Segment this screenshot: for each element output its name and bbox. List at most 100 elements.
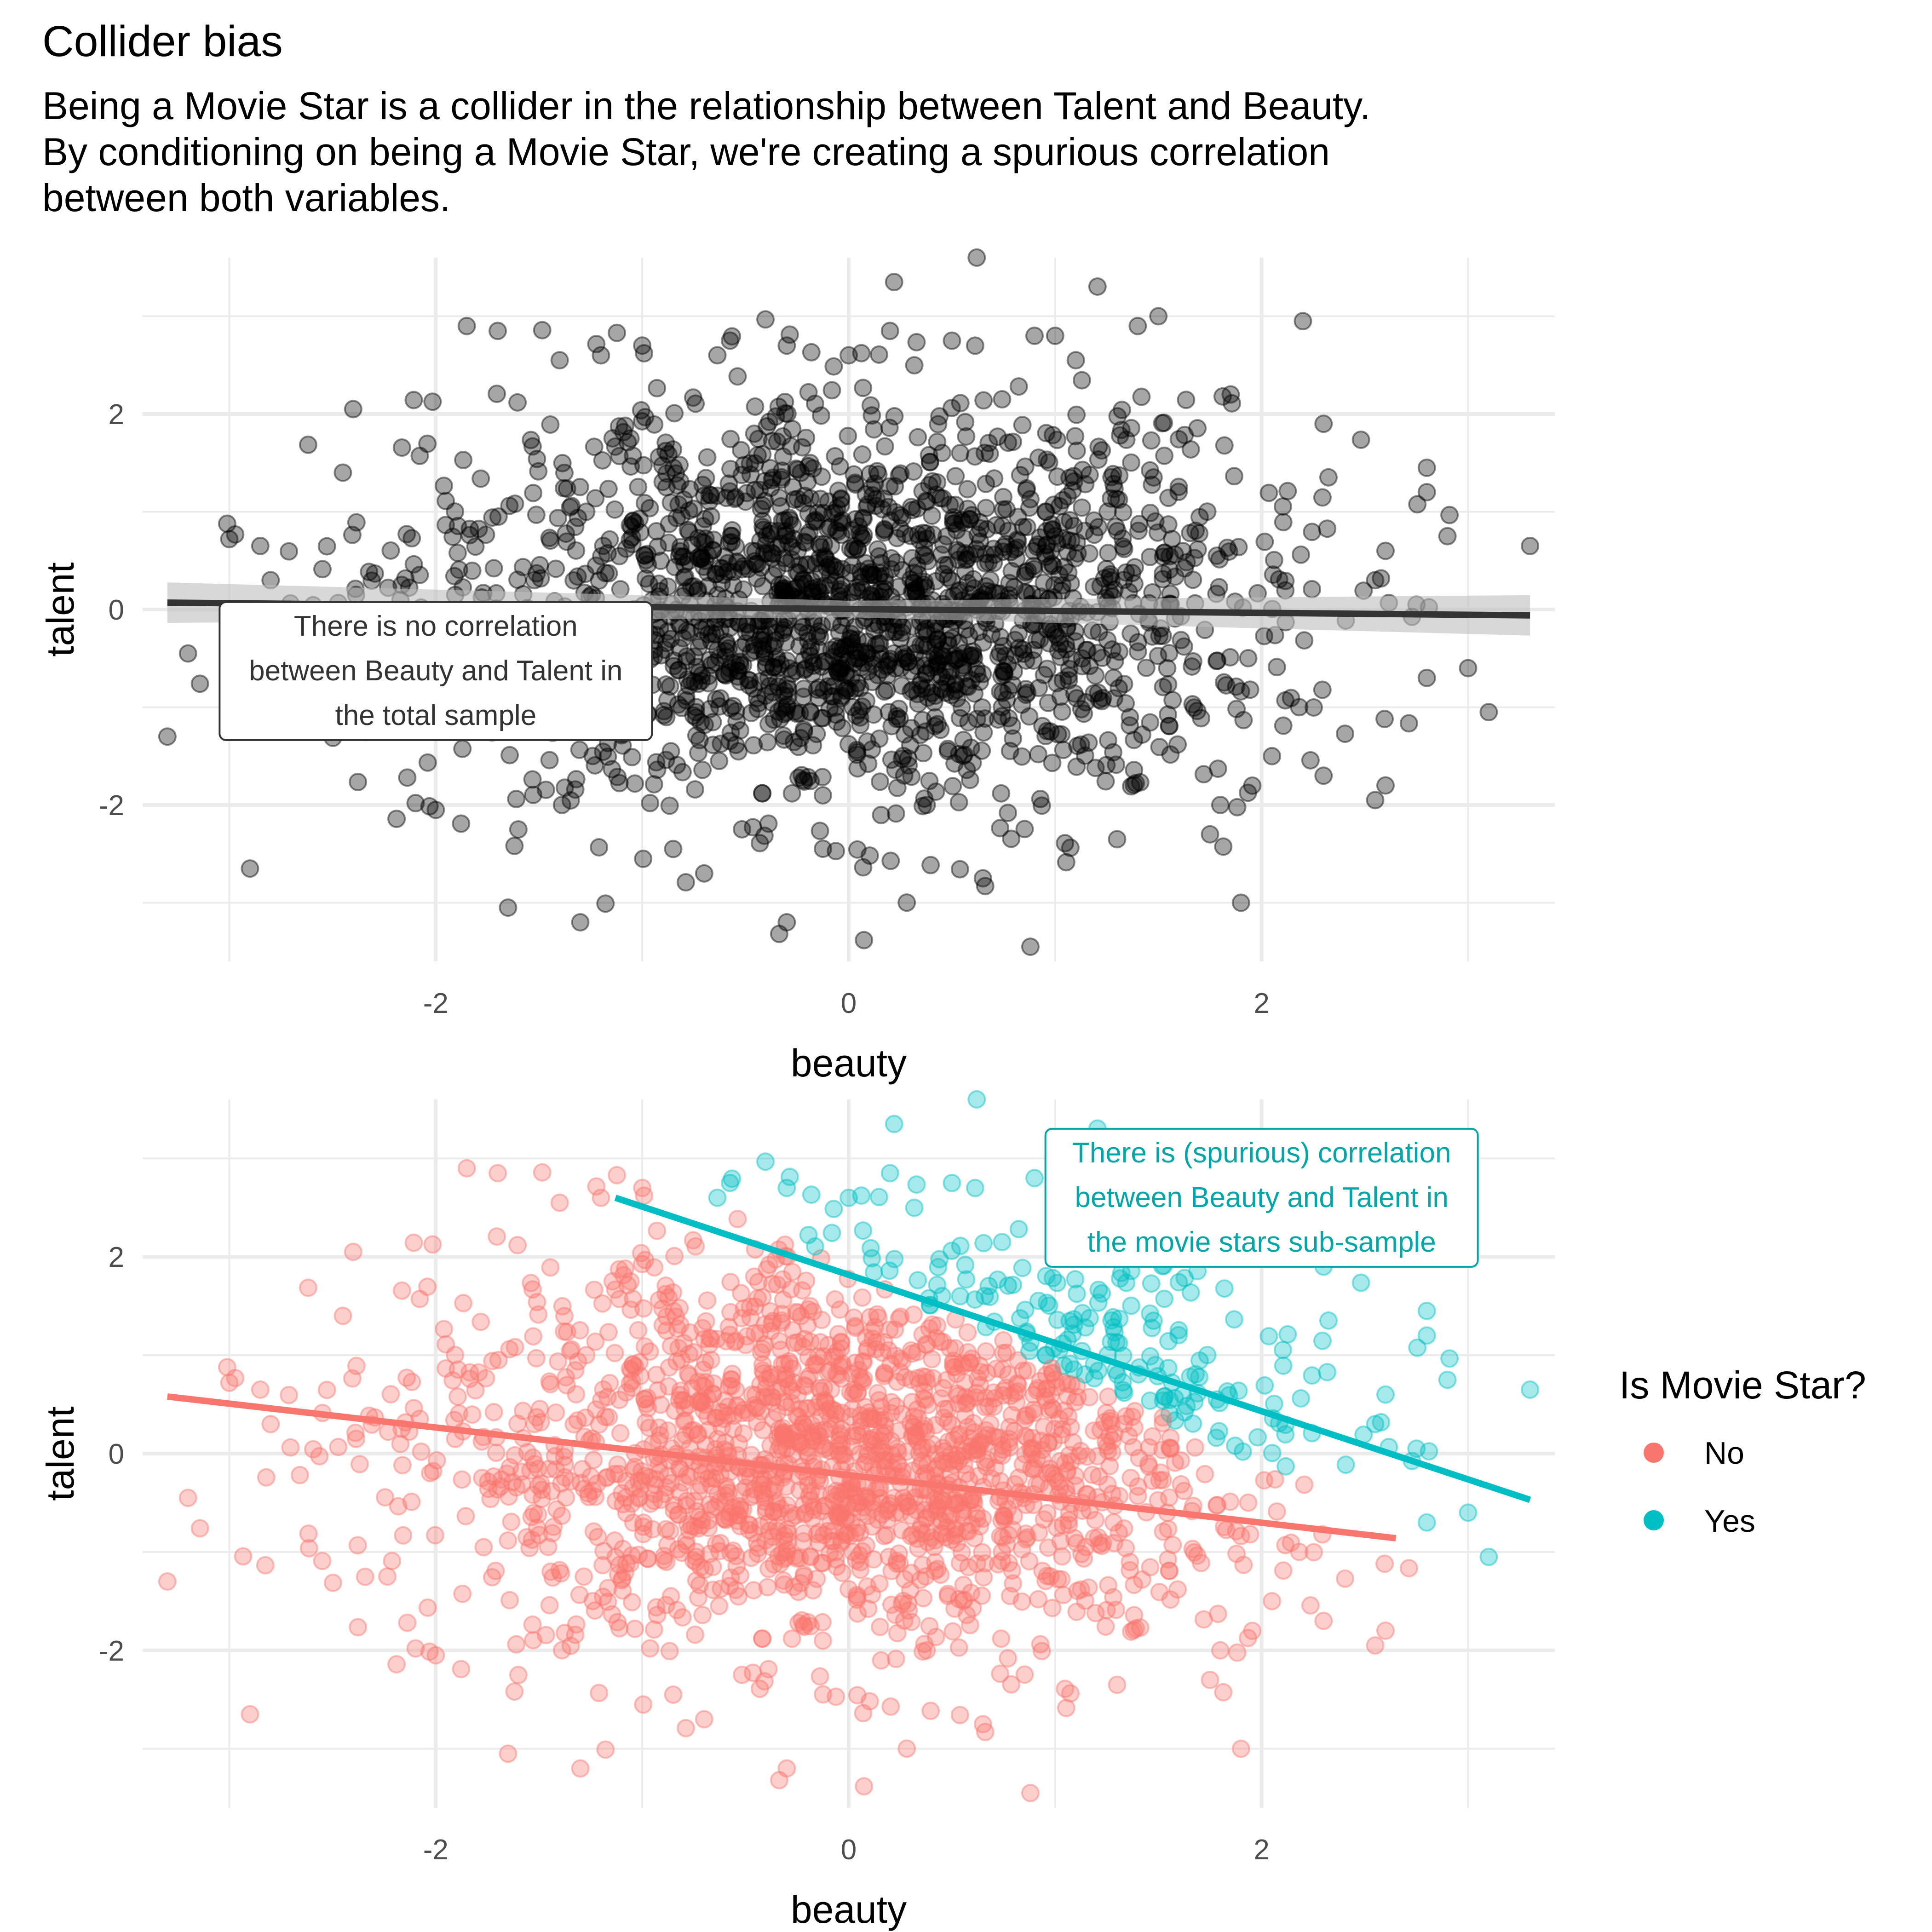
data-point bbox=[635, 546, 654, 565]
data-point bbox=[621, 429, 640, 448]
data-point bbox=[780, 659, 799, 678]
data-point bbox=[423, 392, 442, 411]
data-point bbox=[509, 820, 528, 839]
data-point bbox=[777, 336, 796, 355]
data-point-no bbox=[626, 1619, 644, 1638]
data-point-yes bbox=[974, 1234, 993, 1253]
data-point-no bbox=[973, 1715, 992, 1734]
data-point bbox=[1128, 316, 1147, 335]
data-point-no bbox=[633, 1179, 652, 1197]
data-point bbox=[784, 529, 803, 548]
data-point bbox=[1108, 830, 1127, 849]
x-tick-label: 2 bbox=[1254, 988, 1269, 1019]
data-point-no bbox=[290, 1466, 309, 1484]
data-point-no bbox=[691, 1393, 710, 1412]
data-point bbox=[948, 540, 966, 559]
data-point bbox=[694, 517, 713, 536]
data-point bbox=[938, 568, 957, 587]
data-point-yes bbox=[993, 1233, 1012, 1252]
data-point bbox=[702, 632, 721, 651]
data-point bbox=[1076, 693, 1095, 712]
data-point bbox=[1038, 722, 1057, 741]
data-point bbox=[1072, 700, 1091, 719]
y-tick-label: 0 bbox=[109, 594, 124, 626]
data-point-no bbox=[748, 1413, 766, 1432]
data-point-no bbox=[632, 1255, 651, 1274]
data-point bbox=[879, 656, 898, 674]
data-point bbox=[637, 551, 656, 569]
data-point bbox=[774, 447, 793, 466]
data-point bbox=[829, 481, 848, 500]
data-point bbox=[966, 544, 985, 563]
data-point bbox=[640, 499, 659, 518]
data-point bbox=[667, 464, 685, 483]
data-point bbox=[794, 570, 812, 589]
data-point-no bbox=[347, 1430, 366, 1449]
data-point bbox=[932, 640, 951, 659]
data-point-no bbox=[392, 1281, 411, 1300]
data-point-no bbox=[990, 1428, 1009, 1447]
data-point bbox=[976, 709, 995, 728]
data-point bbox=[861, 563, 880, 582]
data-point-no bbox=[664, 1685, 683, 1704]
data-point-no bbox=[383, 1552, 402, 1570]
data-point bbox=[1033, 717, 1052, 736]
data-point bbox=[513, 558, 532, 576]
data-point bbox=[676, 567, 695, 586]
data-point-yes bbox=[854, 1221, 873, 1240]
data-point bbox=[695, 715, 714, 734]
data-point-yes bbox=[862, 1249, 881, 1268]
panel-total-sample: There is no correlation between Beauty a… bbox=[39, 248, 1555, 1085]
data-point-yes bbox=[988, 1270, 1007, 1289]
data-point bbox=[1098, 731, 1117, 750]
data-point-yes bbox=[822, 1224, 841, 1242]
data-point-yes bbox=[1366, 1414, 1385, 1433]
data-point-no bbox=[605, 1344, 624, 1363]
data-point bbox=[777, 913, 796, 932]
data-point-yes bbox=[1407, 1439, 1426, 1458]
data-point bbox=[868, 666, 887, 684]
data-point bbox=[660, 796, 679, 815]
data-point bbox=[917, 529, 936, 548]
data-point-no bbox=[1027, 1475, 1046, 1494]
data-point bbox=[533, 321, 552, 339]
data-point bbox=[977, 474, 995, 493]
data-point bbox=[880, 477, 899, 496]
data-point-no bbox=[999, 1649, 1018, 1668]
data-point-no bbox=[1035, 1417, 1053, 1436]
data-point bbox=[760, 413, 779, 431]
data-point bbox=[699, 577, 718, 596]
data-point bbox=[828, 663, 847, 682]
data-point-no bbox=[897, 1739, 916, 1758]
data-point bbox=[677, 687, 696, 706]
data-point bbox=[1025, 327, 1044, 345]
panel1-y-ticks: -2 0 2 bbox=[99, 399, 124, 822]
data-point-no bbox=[344, 1242, 362, 1261]
data-point bbox=[723, 327, 742, 346]
data-point bbox=[813, 786, 832, 805]
data-point-no bbox=[832, 1531, 851, 1550]
data-point-no bbox=[967, 1504, 986, 1523]
data-point-no bbox=[1053, 1516, 1072, 1535]
data-point bbox=[908, 556, 926, 575]
data-point-no bbox=[1208, 1604, 1227, 1623]
data-point bbox=[666, 558, 684, 576]
data-point-no bbox=[994, 1381, 1013, 1400]
data-point-yes bbox=[1122, 1296, 1141, 1315]
data-point bbox=[586, 489, 605, 508]
data-point-no bbox=[802, 1482, 821, 1501]
data-point-no bbox=[614, 1495, 632, 1514]
data-point bbox=[1085, 577, 1104, 596]
data-point bbox=[678, 521, 697, 540]
data-point bbox=[994, 637, 1012, 656]
data-point bbox=[1125, 575, 1144, 593]
data-point-no bbox=[763, 1528, 782, 1547]
data-point-yes bbox=[1276, 1457, 1295, 1476]
data-point-no bbox=[657, 1321, 676, 1340]
data-point bbox=[693, 760, 712, 779]
data-point-no bbox=[906, 1488, 925, 1507]
data-point bbox=[1217, 676, 1236, 695]
data-point-no bbox=[423, 1235, 442, 1254]
data-point-yes bbox=[1013, 1259, 1032, 1277]
data-point bbox=[839, 637, 858, 656]
